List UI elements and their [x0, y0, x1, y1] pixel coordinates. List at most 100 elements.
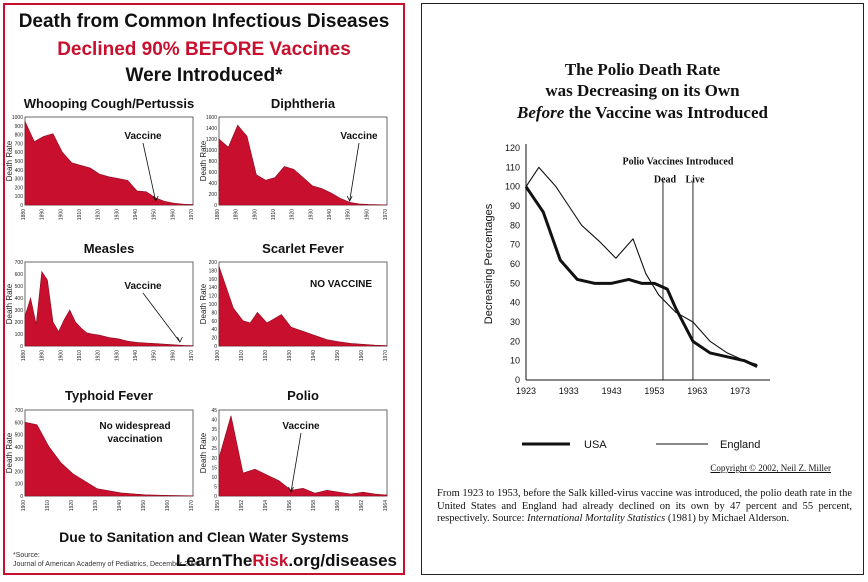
polio-title-line1: The Polio Death Rate — [564, 60, 721, 79]
mini-chart-5: Polio 0 5 10 15 20 25 30 35 40 45 1950 1952 1954 1956 1… — [199, 388, 389, 511]
y-tick-label: 0 — [214, 494, 217, 500]
series-line-england — [525, 166, 758, 366]
polio-y-tick: 70 — [510, 240, 520, 250]
x-tick-label: 1920 — [69, 500, 75, 511]
y-tick-label: 40 — [211, 418, 217, 424]
y-tick-label: 20 — [211, 336, 217, 342]
x-tick-label: 1940 — [133, 209, 139, 220]
x-tick-label: 1970 — [383, 350, 389, 361]
y-tick-label: 200 — [209, 260, 218, 266]
x-tick-label: 1930 — [93, 500, 99, 511]
polio-y-tick: 50 — [510, 278, 520, 288]
vaccine-arrow-head — [346, 195, 353, 202]
polio-title-line2: was Decreasing on its Own — [545, 81, 740, 100]
y-tick-label: 30 — [211, 437, 217, 443]
x-tick-label: 1954 — [263, 500, 269, 511]
y-tick-label: 700 — [15, 141, 24, 147]
y-tick-label: 10 — [211, 475, 217, 481]
infectious-diseases-panel: Death from Common Infectious Diseases De… — [3, 3, 405, 575]
y-tick-label: 600 — [15, 272, 24, 278]
series-line-usa — [524, 185, 758, 368]
y-tick-label: 400 — [209, 181, 218, 187]
x-tick-label: 1952 — [239, 500, 245, 511]
y-tick-label: 1000 — [206, 148, 217, 154]
x-tick-label: 1950 — [215, 500, 221, 511]
x-tick-label: 1900 — [21, 500, 27, 511]
title-before-italic: Before — [517, 103, 565, 122]
mini-chart-area — [24, 270, 194, 347]
y-tick-label: 200 — [15, 320, 24, 326]
polio-y-tick: 20 — [510, 336, 520, 346]
y-tick-label: 400 — [15, 296, 24, 302]
source-label: *Source: — [13, 552, 40, 559]
polio-title-line3: Before the Vaccine was Introduced — [422, 103, 863, 123]
panel-title-line3: Were Introduced* — [125, 65, 283, 86]
vaccine-marker-label: Live — [686, 175, 705, 186]
x-tick-label: 1970 — [189, 350, 195, 361]
polio-x-tick: 1943 — [602, 386, 622, 396]
y-tick-label: 600 — [209, 170, 218, 176]
y-axis-label: Death Rate — [5, 140, 14, 181]
mini-chart-area — [218, 124, 388, 206]
polio-y-tick: 30 — [510, 317, 520, 327]
x-tick-label: 1940 — [327, 209, 333, 220]
x-tick-label: 1920 — [96, 209, 102, 220]
x-tick-label: 1930 — [114, 350, 120, 361]
y-tick-label: 5 — [214, 484, 217, 490]
x-tick-label: 1880 — [21, 350, 27, 361]
y-tick-label: 0 — [214, 344, 217, 350]
x-tick-label: 1962 — [359, 500, 365, 511]
copyright-notice: Copyright © 2002, Neil Z. Miller — [710, 463, 831, 473]
y-axis-label: Death Rate — [5, 432, 14, 473]
y-axis-label: Death Rate — [5, 283, 14, 324]
polio-y-label: Decreasing Percentages — [483, 203, 495, 324]
y-tick-label: 0 — [214, 203, 217, 209]
x-tick-label: 1960 — [359, 350, 365, 361]
vaccine-arrow-head — [177, 336, 183, 343]
vaccine-arrow — [349, 142, 360, 202]
mini-chart-annotation: NO VACCINE — [310, 279, 372, 290]
y-tick-label: 400 — [15, 168, 24, 174]
vaccine-arrow — [142, 142, 157, 202]
mini-chart-annotation: Vaccine — [124, 131, 162, 142]
y-tick-label: 200 — [209, 192, 218, 198]
x-tick-label: 1930 — [287, 350, 293, 361]
x-tick-label: 1910 — [271, 209, 277, 220]
mini-chart-2: Measles 0 100 200 300 400 500 600 700 1880 1890 190… — [5, 241, 195, 361]
x-tick-label: 1960 — [170, 209, 176, 220]
mini-chart-title: Diphtheria — [271, 96, 336, 111]
website-link[interactable]: LearnTheRisk.org/diseases — [176, 551, 397, 571]
x-tick-label: 1890 — [40, 209, 46, 220]
mini-chart-title: Scarlet Fever — [262, 241, 344, 256]
mini-chart-3: Scarlet Fever 0 20 40 60 80 100 120 140 160 180 200… — [199, 241, 389, 361]
y-tick-label: 700 — [15, 260, 24, 266]
x-tick-label: 1956 — [287, 500, 293, 511]
vaccine-arrow — [142, 292, 181, 343]
x-tick-label: 1970 — [189, 500, 195, 511]
panel-title-line2: Declined 90% BEFORE Vaccines — [57, 39, 351, 60]
y-tick-label: 400 — [15, 445, 24, 451]
x-tick-label: 1960 — [165, 500, 171, 511]
polio-x-tick: 1933 — [559, 386, 579, 396]
mini-chart-annotation: Vaccine — [282, 421, 320, 432]
y-tick-label: 200 — [15, 469, 24, 475]
x-tick-label: 1940 — [117, 500, 123, 511]
y-tick-label: 1400 — [206, 126, 217, 132]
vaccines-introduced-label: Polio Vaccines Introduced — [622, 157, 733, 168]
caption-main: From 1923 to 1953, before the Salk kille… — [437, 488, 852, 524]
y-tick-label: 100 — [209, 302, 218, 308]
x-tick-label: 1950 — [152, 209, 158, 220]
x-tick-label: 1960 — [364, 209, 370, 220]
polio-y-tick: 120 — [505, 143, 520, 153]
legend-england-label: England — [720, 439, 760, 451]
y-tick-label: 500 — [15, 284, 24, 290]
mini-chart-area — [24, 421, 194, 497]
mini-chart-annotation: Vaccine — [340, 131, 378, 142]
y-tick-label: 0 — [20, 203, 23, 209]
x-tick-label: 1880 — [215, 209, 221, 220]
x-tick-label: 1960 — [335, 500, 341, 511]
polio-x-tick: 1923 — [516, 386, 536, 396]
y-tick-label: 100 — [15, 482, 24, 488]
vaccine-marker-label: Dead — [654, 175, 677, 186]
y-tick-label: 45 — [211, 408, 217, 414]
